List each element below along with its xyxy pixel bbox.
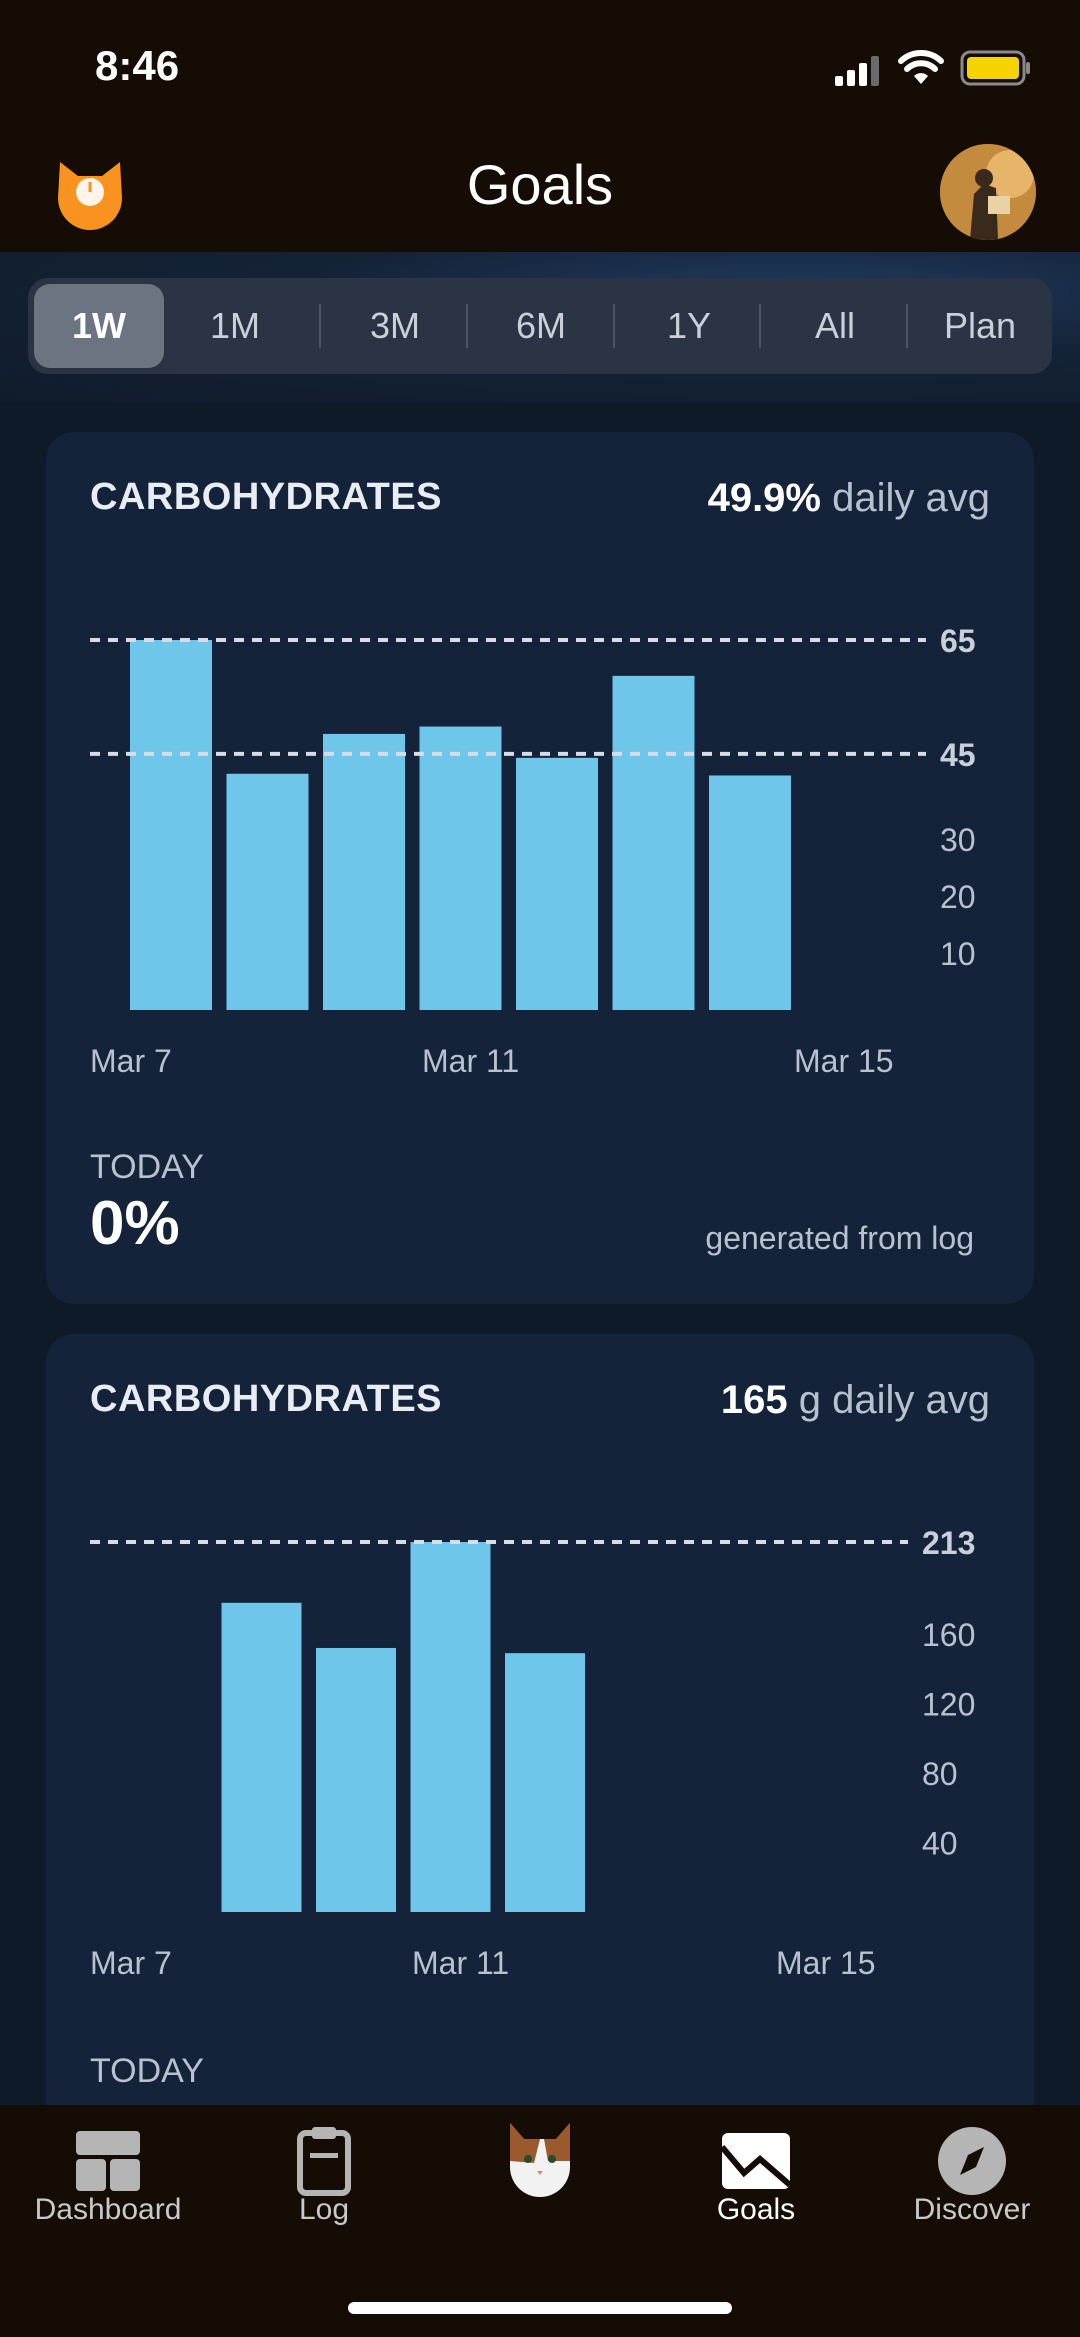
x-tick-label: Mar 7 [90, 1043, 172, 1079]
clipboard-icon [297, 2127, 351, 2196]
segment-divider [319, 304, 321, 348]
segment-divider [759, 304, 761, 348]
y-tick-label: 120 [922, 1687, 975, 1723]
carbs-percent-chart: 65 45 10 20 30 Mar 7 Mar 11 Mar 15 [90, 623, 976, 1079]
average-value: 165 [720, 1378, 788, 1422]
chart-bar [505, 1653, 585, 1912]
y-tick-label: 80 [922, 1756, 958, 1792]
chart-bar [323, 733, 405, 1010]
card-title: CARBOHYDRATES [90, 476, 443, 518]
tab-discover[interactable]: Discover [864, 2105, 1080, 2255]
tab-dashboard[interactable]: Dashboard [0, 2105, 216, 2255]
tab-log[interactable]: Log [216, 2105, 432, 2255]
cellular-signal-icon [835, 56, 879, 86]
tab-label: Discover [913, 2193, 1031, 2226]
cat-scale-logo-icon[interactable] [52, 158, 128, 234]
today-value: 0% [90, 1189, 180, 1258]
y-tick-label: 40 [922, 1826, 958, 1862]
x-tick-label: Mar 15 [776, 1945, 876, 1981]
nav-header: Goals [0, 130, 1080, 252]
segment-divider [613, 304, 615, 348]
dashboard-icon [76, 2131, 140, 2191]
range-tab-1w[interactable]: 1W [34, 284, 164, 368]
card-title: CARBOHYDRATES [90, 1378, 443, 1420]
average-suffix: daily avg [832, 476, 990, 520]
goal-line-label: 45 [940, 737, 976, 773]
y-tick-label: 10 [940, 936, 976, 972]
carbs-percent-card[interactable]: CARBOHYDRATES 49.9% daily avg 65 45 10 20 30… [46, 432, 1034, 1304]
chart-bar [709, 775, 791, 1010]
goal-line-label: 213 [922, 1525, 975, 1561]
compass-icon [938, 2127, 1006, 2195]
tab-goals[interactable]: Goals [648, 2105, 864, 2255]
chart-bar [221, 1602, 302, 1912]
range-tab-all[interactable]: All [814, 305, 855, 346]
range-tab-3m[interactable]: 3M [369, 305, 420, 346]
x-tick-label: Mar 11 [422, 1043, 519, 1079]
page-title: Goals [466, 153, 614, 216]
home-indicator [348, 2302, 732, 2314]
tab-cat-home[interactable] [432, 2105, 648, 2255]
chart-bar [516, 757, 598, 1010]
tab-label: Goals [716, 2193, 796, 2226]
segment-divider [466, 304, 468, 348]
average-suffix: g daily avg [798, 1378, 990, 1422]
chart-bar [419, 726, 502, 1010]
tab-label: Log [298, 2193, 350, 2226]
chart-bar [612, 675, 695, 1010]
goals-chart-icon [720, 2133, 792, 2189]
status-bar: 8:46 [0, 0, 1080, 130]
today-label: TODAY [90, 2052, 204, 2090]
tab-label: Dashboard [34, 2193, 182, 2226]
carbs-grams-chart: 213 40 80 120 160 Mar 7 Mar 11 Mar 15 [90, 1525, 975, 1981]
daily-average: 49.9% daily avg [708, 476, 990, 521]
generated-from-log-note: generated from log [705, 1220, 974, 1256]
x-tick-label: Mar 15 [794, 1043, 894, 1079]
x-tick-label: Mar 11 [412, 1945, 509, 1981]
status-time: 8:46 [95, 42, 180, 89]
range-tab-6m[interactable]: 6M [515, 305, 566, 346]
range-tab-1m[interactable]: 1M [209, 305, 260, 346]
daily-average: 165 g daily avg [721, 1378, 990, 1423]
segment-divider [906, 304, 908, 348]
chart-bar [410, 1542, 491, 1912]
goal-line-label: 65 [940, 623, 976, 659]
x-tick-label: Mar 7 [90, 1945, 172, 1981]
chart-bar [130, 640, 212, 1010]
range-tab-1y[interactable]: 1Y [666, 305, 712, 346]
average-value: 49.9% [707, 476, 821, 520]
profile-avatar[interactable] [940, 144, 1036, 240]
y-tick-label: 30 [940, 822, 976, 858]
cat-face-icon [510, 2123, 570, 2197]
range-segmented-control: 1W 1M 3M 6M 1Y All Plan [28, 278, 1052, 374]
today-label: TODAY [90, 1148, 204, 1186]
chart-bar [226, 773, 309, 1010]
wifi-icon [898, 50, 944, 84]
battery-icon [960, 50, 1030, 86]
y-tick-label: 20 [940, 879, 976, 915]
range-tab-plan[interactable]: Plan [943, 305, 1017, 346]
chart-bar [316, 1647, 396, 1912]
bottom-tab-bar: Dashboard Log Goals Discover [0, 2105, 1080, 2337]
range-selector-bar: 1W 1M 3M 6M 1Y All Plan [0, 252, 1080, 402]
y-tick-label: 160 [922, 1617, 975, 1653]
carbs-grams-card[interactable]: CARBOHYDRATES 165 g daily avg 213 40 80 120… [46, 1334, 1034, 2134]
